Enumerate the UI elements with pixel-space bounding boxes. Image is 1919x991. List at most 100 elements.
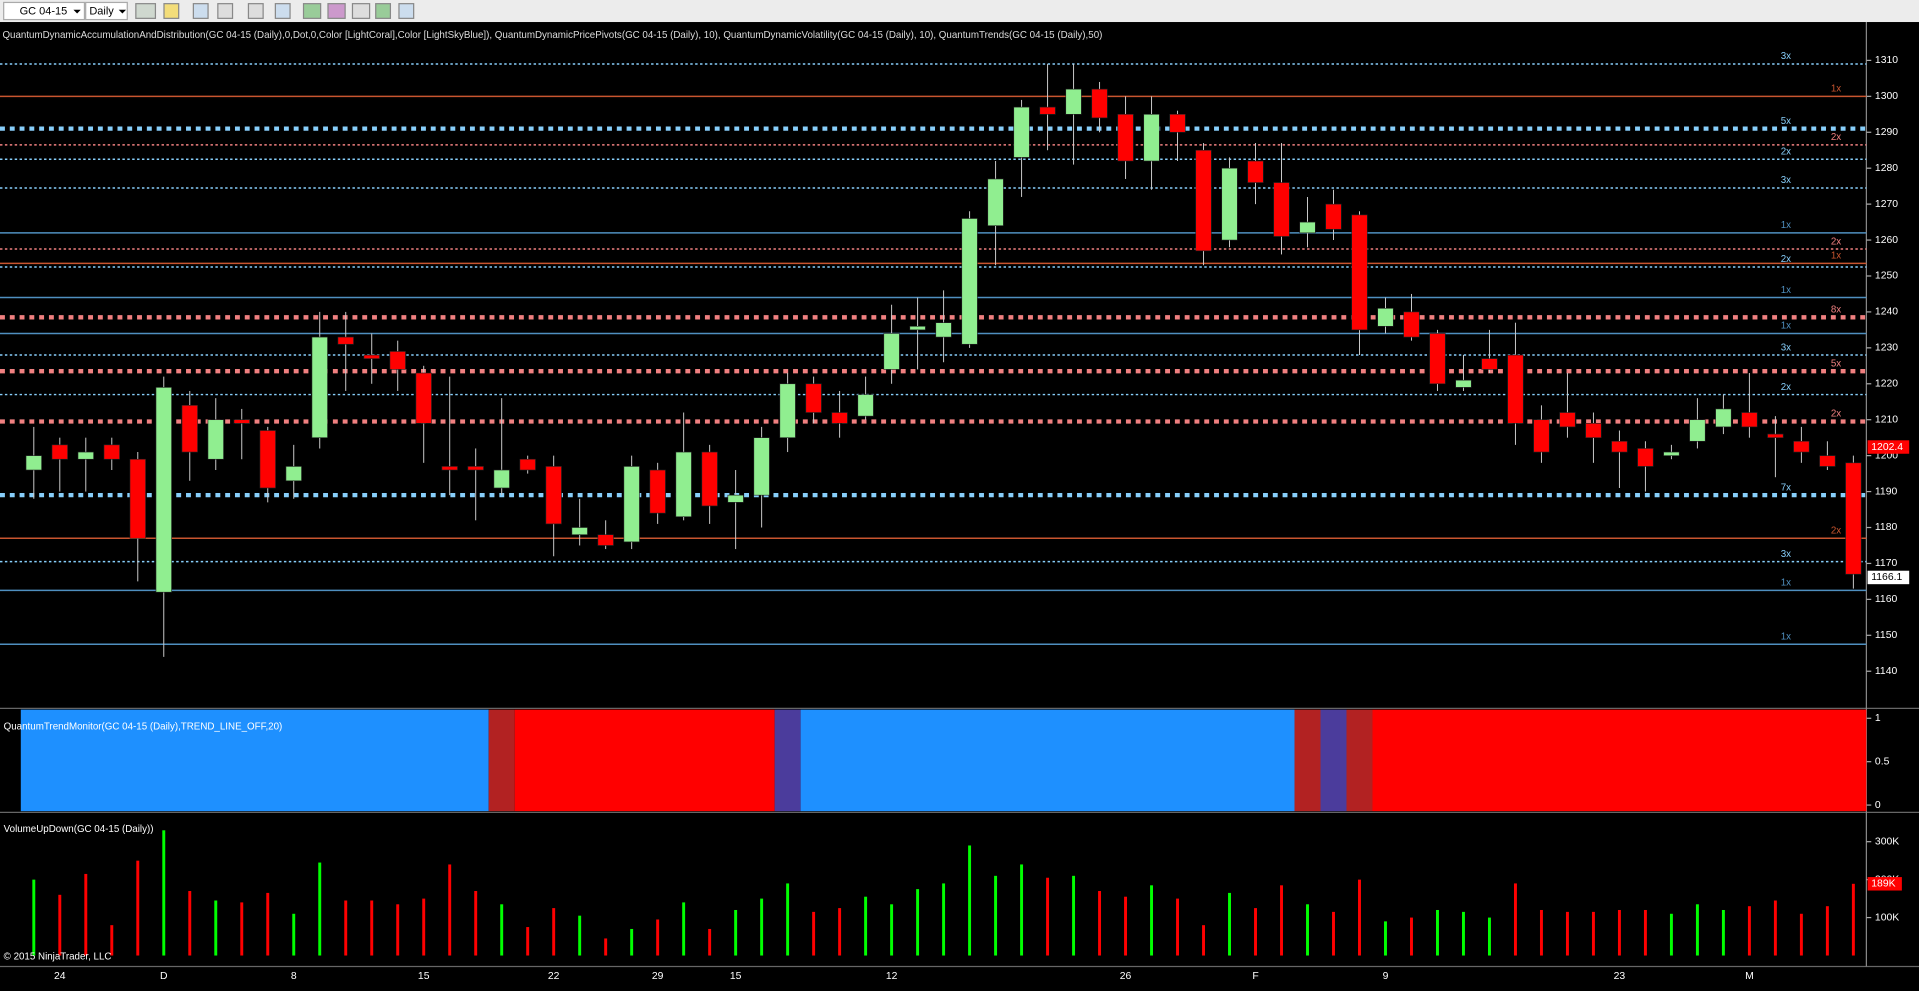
y-tick-label: 1210 — [1875, 414, 1898, 425]
y-tick-label: 1200 — [1875, 450, 1898, 461]
volume-bar — [1565, 911, 1569, 956]
volume-marker-label: 189K — [1871, 879, 1895, 890]
candle-body — [1143, 113, 1160, 162]
volume-bar — [448, 864, 452, 956]
pivot-label: 1x — [1831, 251, 1841, 262]
volume-bar — [1825, 906, 1829, 956]
candle-body — [857, 394, 874, 417]
volume-bar — [734, 909, 738, 956]
y-tick-label: 1180 — [1875, 522, 1898, 533]
volume-bar — [1513, 883, 1517, 956]
volume-bar — [1358, 879, 1361, 956]
volume-marker — [1867, 877, 1902, 891]
instrument-selector[interactable] — [3, 1, 86, 21]
candle-body — [701, 451, 718, 507]
candle-body — [285, 466, 302, 482]
volume-bar — [786, 883, 790, 956]
icon-button[interactable] — [398, 3, 415, 19]
volume-bar — [1591, 911, 1595, 956]
candle-body — [1533, 419, 1550, 453]
volume-bar — [994, 875, 998, 956]
candle-body — [337, 336, 354, 345]
candle-body — [1221, 167, 1238, 241]
y-tick-label: 1150 — [1875, 630, 1898, 641]
volume-bar — [1306, 904, 1309, 956]
pivot-label: 1x — [1781, 321, 1791, 332]
volume-bar — [916, 889, 920, 956]
candle-body — [675, 451, 692, 518]
pivot-label: 2x — [1831, 132, 1841, 143]
volume-bar — [58, 894, 62, 956]
icon-button[interactable] — [192, 3, 209, 19]
y-tick-label: 100K — [1875, 912, 1899, 923]
candle-body — [883, 333, 900, 370]
volume-bar — [552, 908, 556, 956]
volume-bar — [396, 904, 400, 956]
x-tick-label: 22 — [548, 971, 560, 982]
candle-body — [493, 469, 510, 489]
icon-button[interactable] — [327, 3, 346, 19]
icon-button[interactable] — [351, 3, 371, 19]
x-tick-label: M — [1745, 971, 1754, 982]
y-tick-label: 1270 — [1875, 199, 1898, 210]
volume-bar — [864, 896, 868, 956]
y-tick-label: 1280 — [1875, 163, 1898, 174]
volume-bar — [136, 860, 140, 956]
candle-body — [389, 351, 406, 370]
toolbar-icons — [135, 3, 415, 19]
trend-band — [1320, 709, 1347, 812]
volume-bar — [162, 830, 166, 956]
volume-bar — [942, 883, 946, 956]
x-tick-label: 15 — [418, 971, 430, 982]
candle-body — [1169, 113, 1186, 133]
volume-bar — [110, 925, 114, 956]
period-selector[interactable] — [85, 1, 128, 21]
x-tick-label: 26 — [1120, 971, 1132, 982]
icon-button[interactable] — [247, 3, 264, 19]
y-tick-label: 1190 — [1875, 486, 1898, 497]
volume-bar — [1228, 892, 1231, 956]
icon-button[interactable] — [302, 3, 322, 19]
candle-body — [51, 444, 68, 460]
icon-button[interactable] — [274, 3, 291, 19]
candle-body — [1351, 214, 1368, 331]
dropdown-arrow — [73, 9, 81, 14]
y-tick-label: 1140 — [1875, 666, 1898, 677]
candle-body — [961, 218, 978, 345]
volume-bar — [240, 902, 244, 956]
icon-button[interactable] — [135, 3, 157, 19]
volume-bar — [344, 900, 348, 956]
x-tick-label: 23 — [1614, 971, 1626, 982]
candle-body — [129, 458, 146, 539]
candle-body — [415, 372, 432, 424]
pivot-label: 2x — [1781, 146, 1791, 157]
volume-bar — [708, 928, 712, 956]
volume-bar — [1176, 898, 1180, 956]
candle-body — [1429, 333, 1446, 385]
pivot-label: 1x — [1781, 632, 1791, 643]
icon-button[interactable] — [375, 3, 392, 19]
icon-button[interactable] — [217, 3, 234, 19]
candle-body — [753, 437, 770, 496]
candle-body — [363, 354, 380, 359]
trend-band — [514, 709, 775, 812]
candle-body — [1793, 440, 1810, 453]
icon-button[interactable] — [163, 3, 180, 19]
candle-body — [25, 455, 42, 471]
volume-bar — [1851, 883, 1855, 956]
y-tick-label: 1170 — [1875, 558, 1898, 569]
y-tick-label: 0 — [1875, 800, 1881, 811]
candle-body — [805, 383, 822, 413]
volume-bar — [1202, 925, 1205, 956]
volume-bar — [1721, 909, 1725, 956]
candle-body — [935, 322, 952, 338]
candle-body — [1845, 462, 1862, 575]
y-tick-label: 1230 — [1875, 343, 1898, 354]
pivot-label: 2x — [1831, 409, 1841, 420]
candle-body — [1195, 149, 1212, 252]
candle-body — [1637, 448, 1654, 467]
pivot-label: 1x — [1831, 84, 1841, 95]
price-marker-label: 1202.4 — [1871, 442, 1903, 453]
volume-bar — [1254, 908, 1257, 956]
pivot-label: 5x — [1831, 358, 1841, 369]
